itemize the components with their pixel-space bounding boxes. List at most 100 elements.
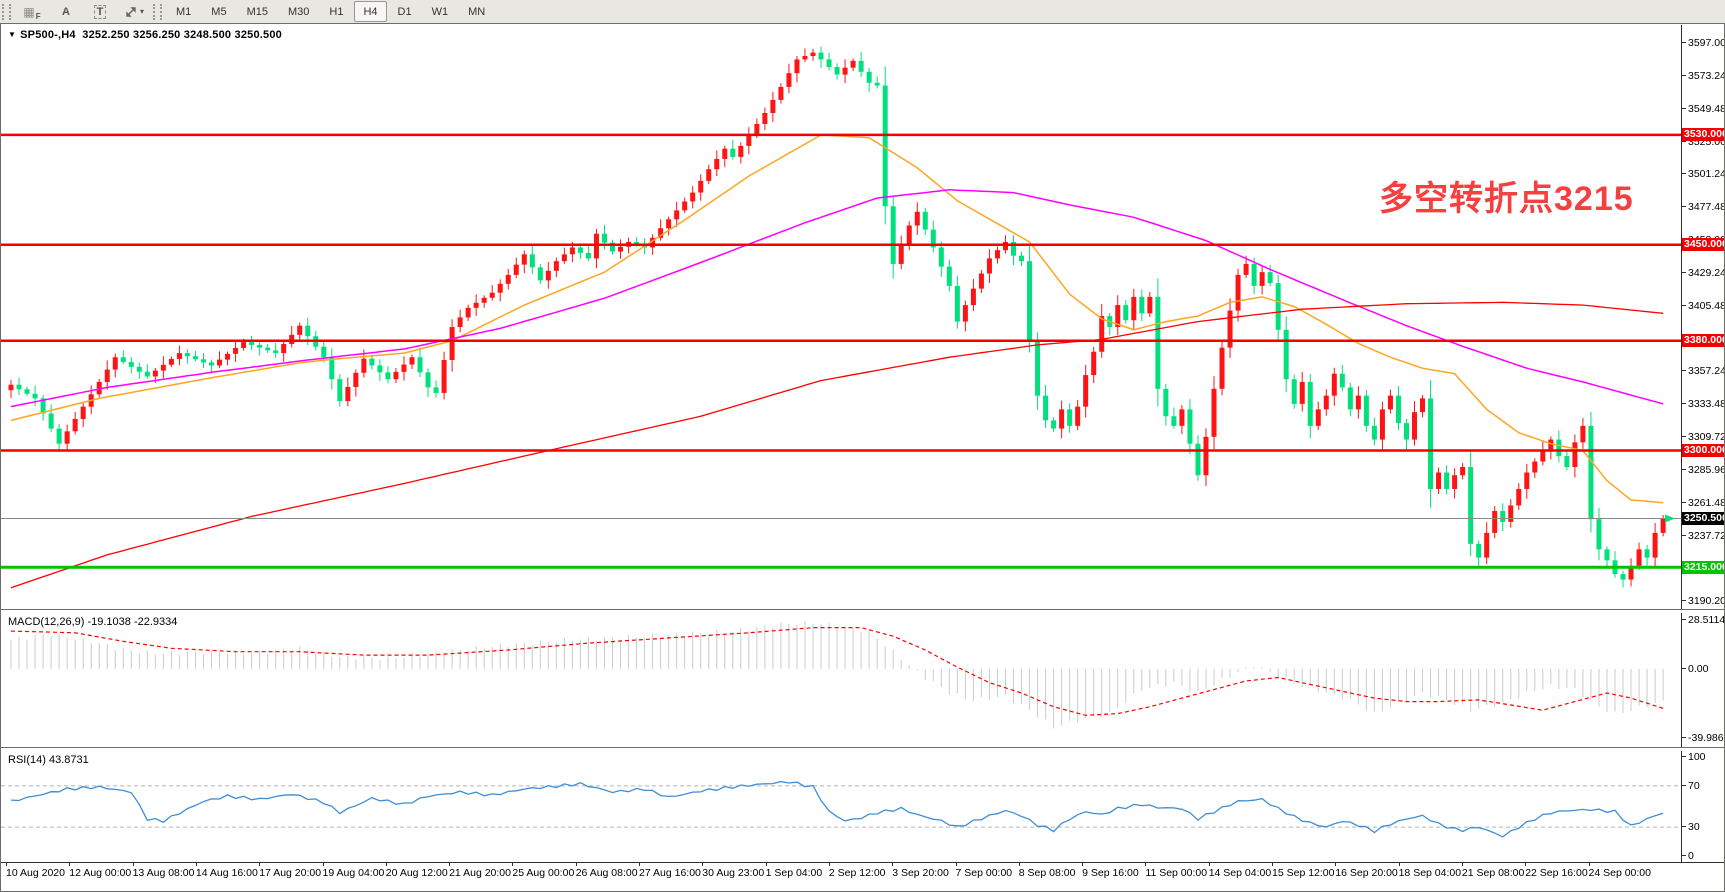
candle-body xyxy=(810,52,816,57)
rsi-chart[interactable] xyxy=(1,751,1681,862)
chart-annotation-text: 多空转折点3215 xyxy=(1379,180,1634,218)
time-tick-mark xyxy=(828,863,830,866)
timeframe-button-h4[interactable]: H4 xyxy=(354,1,387,22)
time-axis-label: 3 Sep 20:00 xyxy=(892,867,949,879)
candle-body xyxy=(1387,395,1393,410)
candle-body xyxy=(1163,388,1169,417)
candle-body xyxy=(225,353,231,360)
timeframe-button-h1[interactable]: H1 xyxy=(329,5,344,18)
timeframe-button-mn[interactable]: MN xyxy=(468,5,486,18)
candle-body xyxy=(72,418,78,432)
candle-body xyxy=(369,358,375,366)
rsi-panel[interactable]: 100 70 30 0 RSI(14) 43.8731 xyxy=(1,751,1724,862)
templates-button[interactable]: ▦ F xyxy=(16,1,48,22)
candle-body xyxy=(1428,398,1434,489)
candle-body xyxy=(898,244,904,264)
candle-body xyxy=(184,353,190,357)
time-tick-mark xyxy=(385,863,387,866)
time-tick-mark xyxy=(575,863,577,866)
timeframe-group: M1 M5 M15 M30 H1 H4 D1 W1 MN xyxy=(166,1,495,22)
candle-body xyxy=(1371,425,1377,440)
candle-body xyxy=(1051,420,1057,429)
candle-body xyxy=(1596,519,1602,550)
cursor-mode-button[interactable]: ▾ xyxy=(118,1,150,22)
time-tick-mark xyxy=(512,863,514,866)
candle-body xyxy=(1259,272,1265,286)
candle-body xyxy=(1083,375,1089,407)
time-axis-label: 7 Sep 00:00 xyxy=(955,867,1013,879)
candle-body xyxy=(722,148,728,159)
candle-body xyxy=(345,386,351,402)
candle-body xyxy=(168,358,174,365)
candle-body xyxy=(1027,261,1033,341)
candle-body xyxy=(337,379,343,402)
toolbar-drag-handle[interactable] xyxy=(2,3,11,20)
candle-body xyxy=(281,343,287,354)
macd-signal-line xyxy=(10,627,1664,716)
timeframe-button-w1[interactable]: W1 xyxy=(431,5,449,18)
candle-body xyxy=(1099,316,1105,352)
candle-body xyxy=(1604,549,1610,561)
candle-body xyxy=(1379,409,1385,440)
price-tick-label: 3597.000 xyxy=(1682,37,1724,49)
candle-body xyxy=(1347,387,1353,410)
candle-body xyxy=(152,370,158,377)
candle-body xyxy=(361,358,367,373)
candle-body xyxy=(1315,409,1321,426)
candle-body xyxy=(890,206,896,264)
candle-body xyxy=(946,266,952,286)
candle-body xyxy=(1484,532,1490,558)
candle-body xyxy=(1516,488,1522,506)
crosshair-arrows-icon xyxy=(126,6,136,17)
grid-icon: ▦ xyxy=(23,4,35,19)
main-chart-panel[interactable]: 3597.0003573.2403549.4803525.0003501.240… xyxy=(1,25,1724,609)
macd-chart[interactable] xyxy=(1,613,1681,747)
candle-body xyxy=(393,371,399,380)
candle-body xyxy=(200,359,206,363)
candle-body xyxy=(1444,472,1450,489)
rsi-tick-label: 0 xyxy=(1682,850,1724,862)
timeframe-button-d1[interactable]: D1 xyxy=(397,5,412,18)
candle-body xyxy=(1540,450,1546,462)
candle-body xyxy=(1548,439,1554,451)
candle-body xyxy=(1075,406,1081,426)
label-tool-button[interactable]: A xyxy=(50,1,82,22)
candle-body xyxy=(489,292,495,298)
current-price-arrow-icon xyxy=(1665,514,1675,523)
ma-slow-red xyxy=(10,301,1664,589)
candle-body xyxy=(858,60,864,72)
candle-body xyxy=(874,82,880,86)
candle-body xyxy=(104,369,110,382)
macd-panel[interactable]: 28.5114 0.00 -39.9869 MACD(12,26,9) -19.10… xyxy=(1,613,1724,747)
time-tick-mark xyxy=(6,863,7,866)
timeframe-button-m5[interactable]: M5 xyxy=(211,5,227,18)
time-tick-mark xyxy=(1018,863,1020,866)
text-tool-button[interactable]: T xyxy=(84,1,116,22)
time-tick-mark xyxy=(1525,863,1527,866)
candle-body xyxy=(1091,351,1097,376)
candle-body xyxy=(1235,274,1241,311)
candle-body xyxy=(674,210,680,220)
time-tick-mark xyxy=(1272,863,1273,866)
candle-body xyxy=(1620,574,1626,580)
toolbar-group-handle[interactable] xyxy=(153,3,162,20)
time-tick-mark xyxy=(639,863,640,866)
rsi-line xyxy=(10,780,1664,838)
candle-body xyxy=(994,250,1000,259)
timeframe-button-m15[interactable]: M15 xyxy=(246,5,268,18)
timeframe-button-m1[interactable]: M1 xyxy=(176,5,192,18)
candlestick-chart[interactable] xyxy=(1,25,1681,609)
candle-body xyxy=(978,273,984,289)
candle-body xyxy=(1492,510,1498,533)
candle-body xyxy=(754,123,760,135)
time-axis-label: 19 Aug 04:00 xyxy=(322,867,385,879)
candle-body xyxy=(882,85,888,207)
candle-body xyxy=(433,387,439,393)
candle-body xyxy=(1171,416,1177,426)
chart-symbol-title[interactable]: ▼ SP500-,H4 3252.250 3256.250 3248.500 32… xyxy=(8,29,282,41)
time-tick-mark xyxy=(69,863,71,866)
time-axis[interactable]: 10 Aug 2020 12 Aug 00:00 13 Aug 08:00 14 Au… xyxy=(1,862,1724,885)
candle-body xyxy=(329,357,335,380)
candle-body xyxy=(1035,340,1041,396)
timeframe-button-m30[interactable]: M30 xyxy=(287,5,310,18)
